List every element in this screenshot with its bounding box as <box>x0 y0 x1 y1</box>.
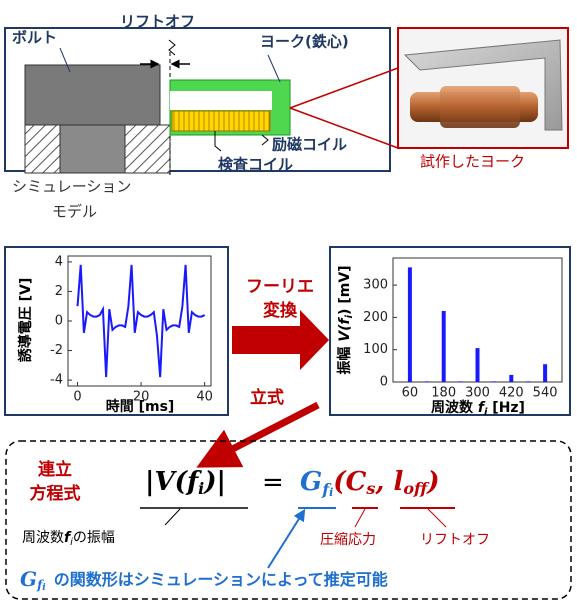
label: ボルト <box>12 29 57 47</box>
bar <box>476 348 480 382</box>
part: off <box>403 479 430 498</box>
label-part: 周波数 <box>431 399 478 416</box>
y-tick-label: 0 <box>380 375 388 390</box>
part: G <box>300 467 322 497</box>
y-tick-label: 0 <box>55 314 63 329</box>
y-tick-label: 300 <box>363 278 388 293</box>
equals: = <box>262 468 284 498</box>
part: , <box>374 467 393 497</box>
bar <box>442 311 446 382</box>
y-label: 振幅 V(fi) [mV] <box>336 265 355 374</box>
bar <box>459 381 463 382</box>
x-tick-label: 540 <box>533 386 558 401</box>
bar <box>526 381 530 382</box>
y-tick-label: -2 <box>50 343 63 358</box>
chart-frame <box>5 247 228 415</box>
label: リフトオフ <box>120 13 195 31</box>
part: i <box>42 583 46 593</box>
bar <box>543 364 547 382</box>
part: |V( <box>145 467 189 497</box>
x-tick-label: 40 <box>196 390 213 405</box>
x-tick-label: 300 <box>465 386 490 401</box>
label: 励磁コイル <box>272 136 347 154</box>
y-tick-label: -4 <box>50 373 63 388</box>
x-tick-label: 420 <box>499 386 524 401</box>
y-tick-label: 4 <box>55 254 63 269</box>
label: 連立 <box>38 459 72 480</box>
label: フーリエ <box>246 277 314 297</box>
label: 変換 <box>263 300 298 321</box>
coil <box>172 111 270 131</box>
leader <box>268 55 280 82</box>
y-label: 誘導電圧 [V] <box>17 278 34 363</box>
formula-lhs: |V(fi)| <box>145 467 226 498</box>
hatch <box>25 125 60 173</box>
label-part: [Hz] <box>487 400 525 416</box>
label: 方程式 <box>30 483 81 504</box>
part: l <box>393 467 403 497</box>
label-part: V(f <box>337 316 353 341</box>
part: ) <box>426 467 439 497</box>
y-tick-label: 100 <box>363 342 388 357</box>
note: リフトオフ <box>420 532 490 548</box>
leader <box>355 509 446 527</box>
part: の関数形はシミュレーションによって推定可能 <box>54 570 388 589</box>
part: )| <box>203 467 226 497</box>
bolt-head <box>25 65 160 125</box>
data-line <box>78 265 205 377</box>
arrow <box>268 514 302 568</box>
label-part: 振幅 <box>336 342 353 375</box>
label: 検査コイル <box>218 156 293 174</box>
schematic: ボルト リフトオフ ヨーク(鉄心) 励磁コイル 検査コイル シミュレーション モ… <box>5 13 568 221</box>
x-tick-label: 180 <box>431 386 456 401</box>
part: C <box>346 467 367 497</box>
bar <box>509 375 513 382</box>
part: 周波数 <box>22 530 64 546</box>
leader <box>165 509 180 525</box>
x-tick-label: 20 <box>133 390 150 405</box>
part: の振幅 <box>73 530 115 546</box>
x-tick-label: 0 <box>73 390 81 405</box>
formula-rhs: Gfi(Cs, loff) <box>300 467 440 499</box>
label: 立式 <box>250 387 284 408</box>
plot-area <box>68 256 211 386</box>
leader <box>262 135 268 145</box>
note: 周波数fiの振幅 <box>22 530 115 548</box>
hatch <box>125 125 170 173</box>
y-tick-label: 2 <box>55 284 63 299</box>
label: モデル <box>52 203 97 221</box>
x-label: 周波数 fi [Hz] <box>431 399 525 418</box>
bar <box>425 381 429 382</box>
part: s <box>365 479 375 498</box>
figure: ボルト リフトオフ ヨーク(鉄心) 励磁コイル 検査コイル シミュレーション モ… <box>0 0 577 603</box>
part: G <box>20 567 37 591</box>
note: 圧縮応力 <box>320 532 376 548</box>
arrow <box>215 405 318 458</box>
caption: 試作したヨーク <box>420 153 525 171</box>
label: ヨーク(鉄心) <box>260 33 349 51</box>
bar <box>408 267 412 382</box>
label-part: ) [mV] <box>337 265 353 315</box>
bar <box>492 381 496 382</box>
yoke-slot <box>170 91 272 110</box>
label: シミュレーション <box>12 178 131 196</box>
y-tick-label: 200 <box>363 310 388 325</box>
photo-coil <box>440 86 520 128</box>
x-tick-label: 60 <box>402 386 419 401</box>
